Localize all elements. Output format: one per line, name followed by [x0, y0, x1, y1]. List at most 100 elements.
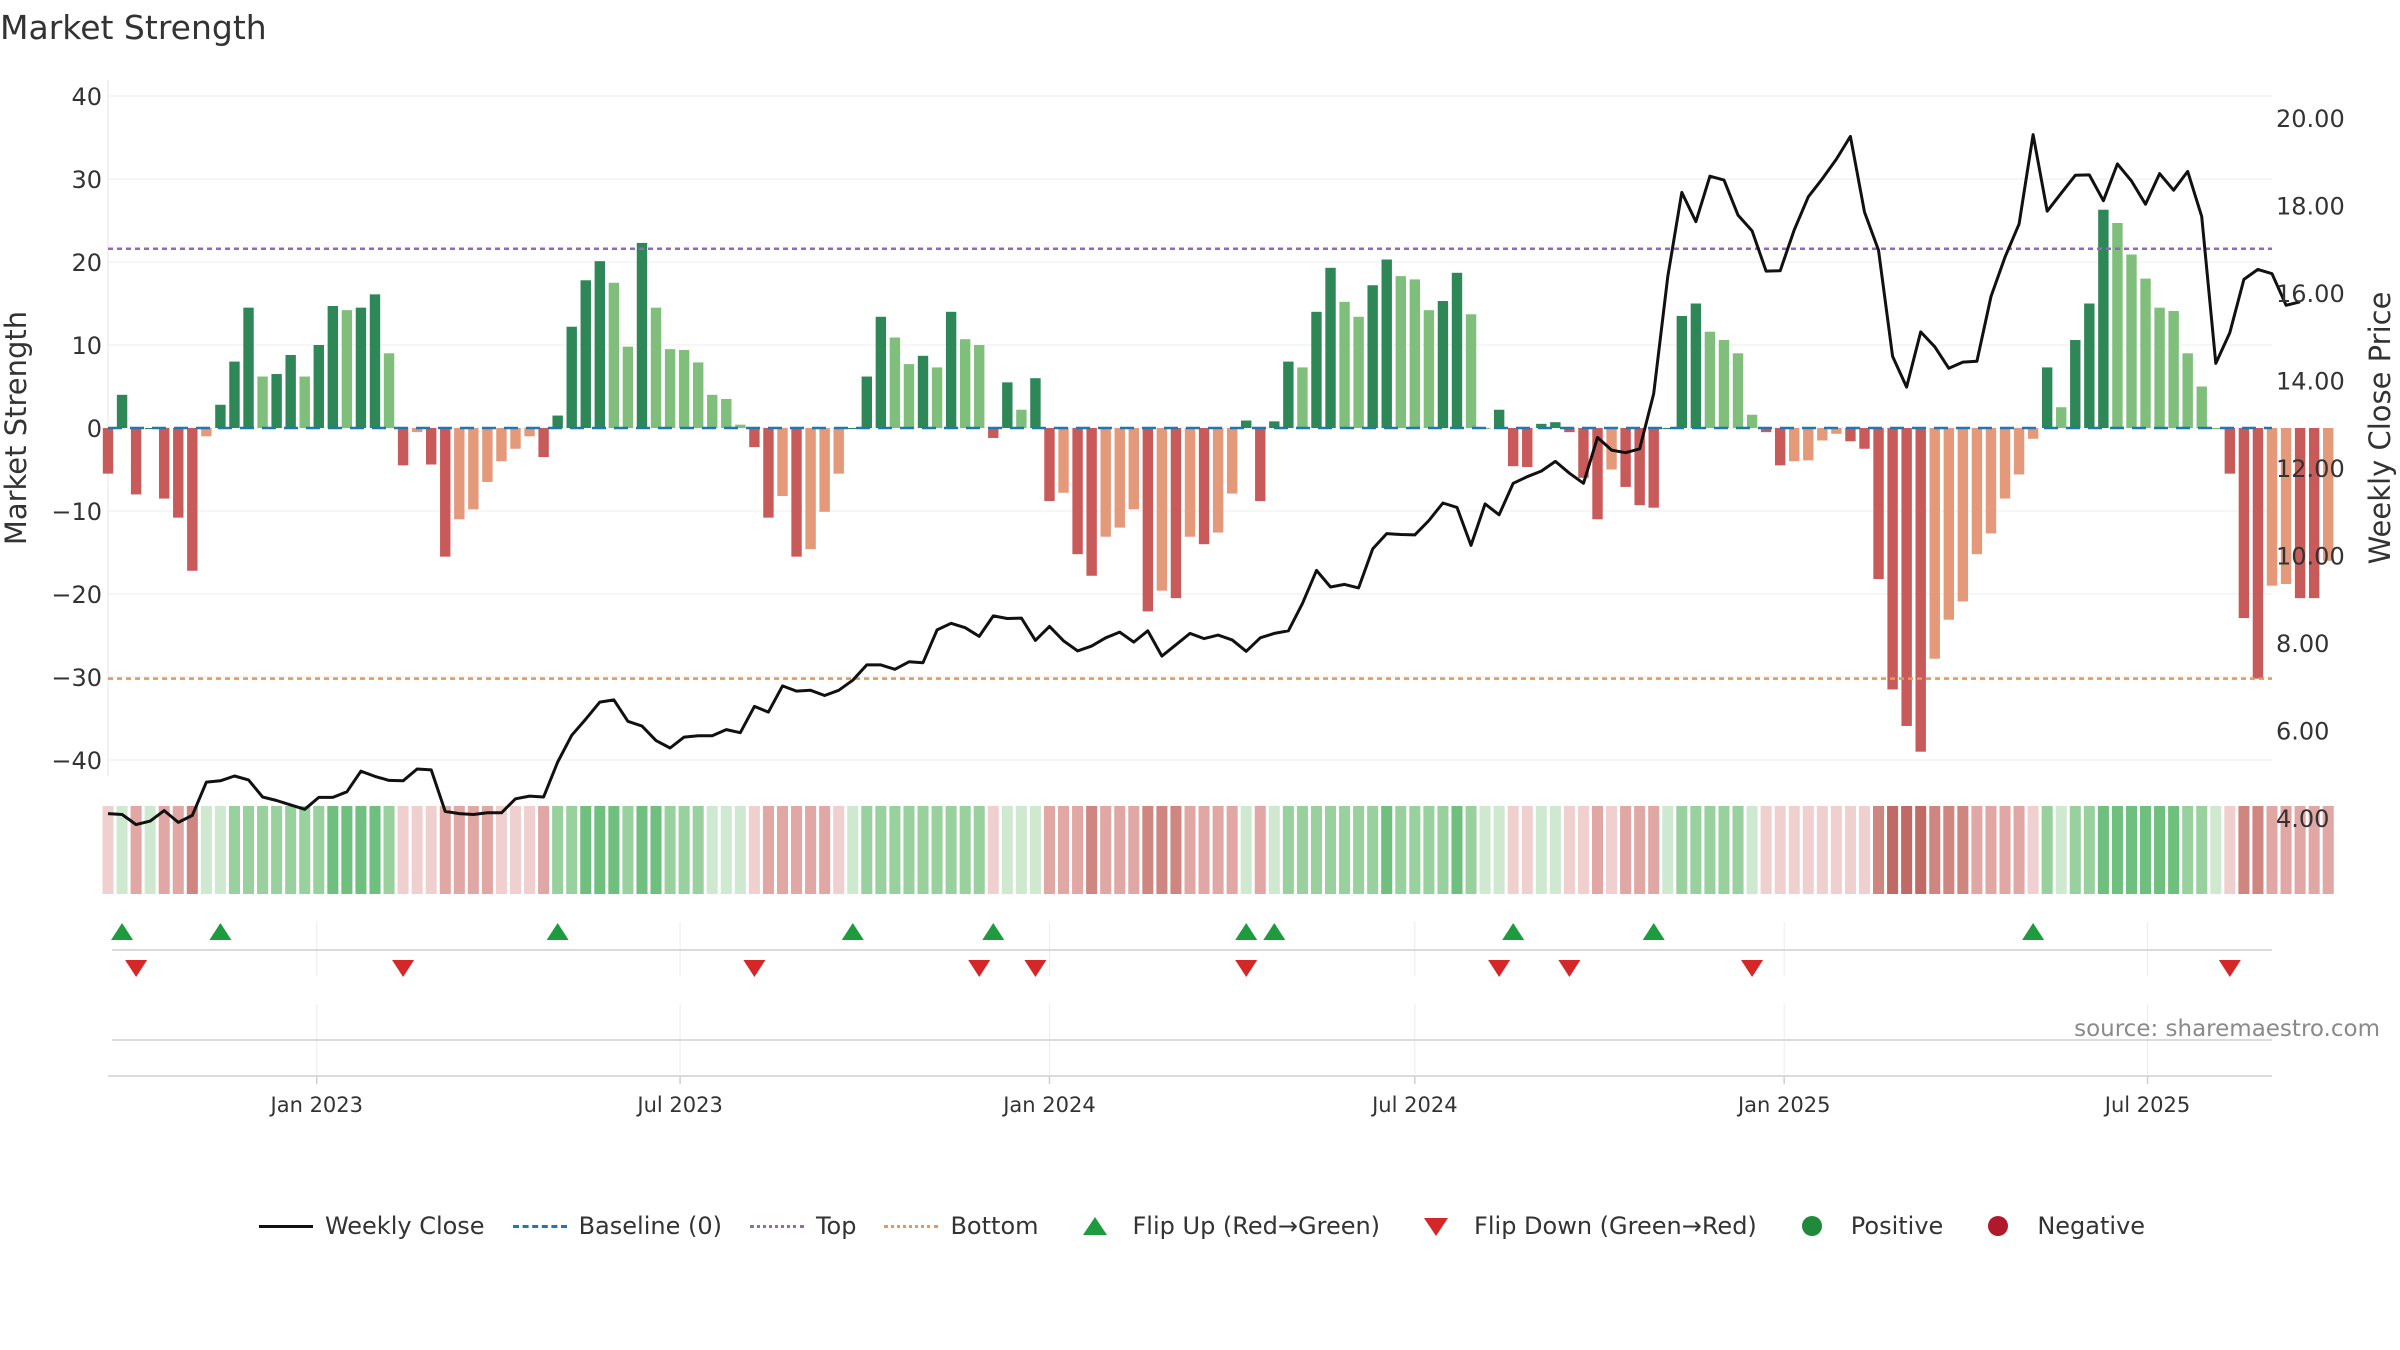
heat-cell — [285, 806, 297, 894]
heat-cell — [313, 806, 325, 894]
strength-bar — [1030, 378, 1041, 428]
strength-bar — [2323, 428, 2334, 561]
heat-cell — [2238, 806, 2250, 894]
strength-bar — [1901, 428, 1912, 726]
legend-label: Top — [815, 1212, 857, 1240]
legend: Weekly Close Baseline (0) Top Bottom Flip Up… — [0, 1208, 2400, 1244]
strength-bar — [2196, 386, 2207, 428]
strength-bar — [116, 394, 128, 428]
strength-bar — [510, 428, 521, 449]
legend-item: Positive — [1781, 1211, 1943, 1241]
legend-label: Weekly Close — [324, 1212, 485, 1240]
heat-cell — [116, 806, 128, 894]
heat-cell — [1858, 806, 1871, 894]
heat-cell — [1507, 806, 1519, 894]
heat-cell — [791, 806, 803, 894]
y2-tick-label: 20.00 — [2276, 105, 2345, 133]
heat-cell — [678, 806, 690, 894]
heat-cell — [1535, 806, 1547, 894]
strength-bar — [1999, 428, 2011, 499]
strength-bar — [889, 337, 901, 428]
heat-cell — [1774, 806, 1786, 894]
strength-bar — [2238, 428, 2250, 619]
y2-tick-label: 16.00 — [2276, 280, 2345, 308]
heat-cell — [762, 806, 774, 894]
strength-bar — [496, 428, 507, 462]
heat-cell — [2027, 806, 2039, 894]
strength-bar — [1297, 367, 1308, 428]
heat-cell — [805, 806, 817, 894]
strength-bar — [327, 305, 339, 428]
heat-cell — [987, 806, 999, 894]
strength-bar — [861, 376, 873, 428]
flip-up-marker — [2022, 923, 2045, 940]
heat-cell — [144, 806, 156, 894]
legend-label: Flip Down (Green→Red) — [1474, 1212, 1757, 1240]
y-tick-label: 40 — [71, 83, 102, 111]
strength-bar — [482, 428, 493, 482]
strength-bar — [1072, 428, 1083, 555]
legend-item: Negative — [1967, 1211, 2145, 1241]
strength-heat-band — [102, 806, 2334, 894]
heat-cell — [1058, 806, 1070, 894]
heat-cell — [1240, 806, 1252, 894]
strength-bar — [397, 428, 409, 466]
heat-cell — [158, 806, 170, 894]
heat-cell — [706, 806, 718, 894]
legend-item: Weekly Close — [255, 1211, 485, 1241]
strength-bar — [2126, 254, 2137, 428]
x-tick-label: Jul 2023 — [635, 1093, 722, 1117]
strength-bar — [538, 428, 549, 458]
heat-cell — [692, 806, 704, 894]
flip-down-marker — [1024, 960, 1047, 977]
heat-cell — [1957, 806, 1969, 894]
strength-bar — [1564, 428, 1575, 433]
heat-cell — [2041, 806, 2053, 894]
flip-down-marker — [392, 960, 415, 977]
heat-cell — [1226, 806, 1238, 894]
legend-symbol — [255, 1211, 317, 1241]
heat-cell — [439, 806, 451, 894]
heat-cell — [1760, 806, 1772, 894]
strength-bar — [2182, 353, 2193, 428]
heat-cell — [622, 806, 634, 894]
heat-cell — [1648, 806, 1660, 894]
heat-cell — [1901, 806, 1913, 894]
x-tick-label: Jan 2023 — [269, 1093, 364, 1117]
heat-cell — [383, 806, 395, 894]
legend-symbol — [1967, 1211, 2029, 1241]
strength-bar — [2280, 428, 2292, 585]
flip-down-marker — [2218, 960, 2241, 977]
heat-cell — [1268, 806, 1280, 894]
strength-bar — [355, 307, 367, 428]
heat-cell — [327, 806, 339, 894]
legend-symbol — [1404, 1211, 1466, 1241]
strength-bar — [974, 345, 985, 428]
flip-up-marker — [841, 923, 864, 940]
heat-cell — [1830, 806, 1842, 894]
strength-bar — [271, 374, 282, 428]
heat-cell — [2182, 806, 2194, 894]
y2-tick-label: 14.00 — [2276, 368, 2345, 396]
y2-tick-label: 8.00 — [2276, 630, 2329, 658]
flip-up-marker — [111, 923, 134, 940]
y-axis-label: Market Strength — [0, 311, 33, 545]
strength-bar — [1943, 428, 1955, 620]
strength-bar — [1339, 301, 1350, 428]
heat-cell — [1451, 806, 1463, 894]
heat-cell — [1100, 806, 1112, 894]
flip-down-marker — [968, 960, 991, 977]
y2-tick-label: 4.00 — [2276, 805, 2329, 833]
y-tick-label: 10 — [71, 332, 102, 360]
strength-bar — [2112, 222, 2123, 428]
heat-cell — [2280, 806, 2292, 894]
strength-bar — [1269, 421, 1280, 428]
heat-cell — [959, 806, 971, 894]
legend-item: Flip Up (Red→Green) — [1063, 1211, 1380, 1241]
heat-cell — [748, 806, 760, 894]
x-tick-label: Jan 2025 — [1736, 1093, 1831, 1117]
heat-cell — [1873, 806, 1885, 894]
heat-cell — [1746, 806, 1758, 894]
strength-bar — [1226, 428, 1238, 494]
y-tick-label: −40 — [51, 747, 102, 775]
